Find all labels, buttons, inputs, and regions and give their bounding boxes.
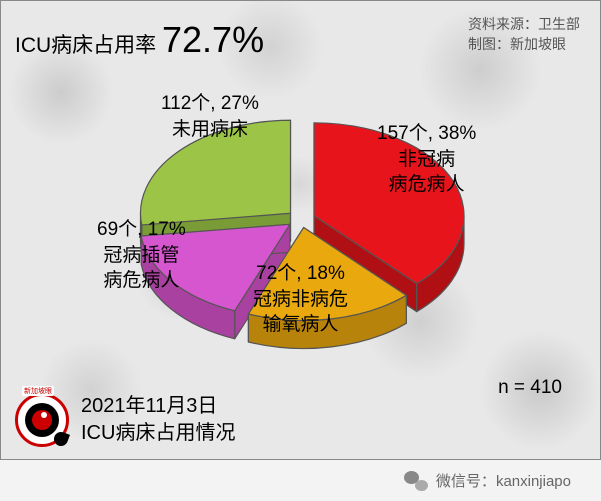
footer-subtitle: ICU病床占用情况 [81, 422, 235, 444]
credit-source: 资料来源： 卫生部 [468, 15, 580, 35]
footer-date: 2021年11月3日 [81, 395, 217, 417]
credit-source-value: 卫生部 [538, 15, 580, 35]
chart-title: ICU病床占用率 72.7% [15, 19, 264, 61]
slice-1-data: 72个, 18% [256, 263, 345, 284]
wechat-handle: kanxinjiapo [496, 473, 571, 490]
title-value: 72.7% [162, 19, 264, 60]
footer-text: 2021年11月3日 ICU病床占用情况 [81, 393, 235, 447]
slice-2-line1: 冠病插管 [103, 245, 179, 266]
slice-0-data: 157个, 38% [377, 123, 476, 144]
slice-label-2: 69个, 17% 冠病插管 病危病人 [97, 217, 186, 294]
credits-block: 资料来源： 卫生部 制图： 新加坡眼 [468, 15, 580, 54]
wechat-prefix: 微信号： [436, 473, 496, 490]
slice-3-line1: 未用病床 [172, 119, 248, 140]
slice-3-data: 112个, 27% [161, 93, 259, 114]
slice-2-line2: 病危病人 [103, 270, 179, 291]
n-total-label: n = 410 [498, 377, 562, 399]
slice-2-data: 69个, 17% [97, 219, 186, 240]
credit-chartby-label: 制图： [468, 35, 510, 55]
logo-caption: 新加坡眼 [22, 386, 54, 396]
slice-label-0: 157个, 38% 非冠病 病危病人 [377, 121, 476, 198]
bottom-bar: 微信号：kanxinjiapo [0, 460, 601, 501]
chart-container: ICU病床占用率 72.7% 资料来源： 卫生部 制图： 新加坡眼 157个, … [0, 0, 601, 460]
title-prefix: ICU病床占用率 [15, 34, 156, 57]
slice-1-line1: 冠病非病危 [253, 289, 348, 310]
footer-block: 新加坡眼 2021年11月3日 ICU病床占用情况 [15, 393, 235, 447]
wechat-icon [404, 471, 428, 491]
slice-1-line2: 输氧病人 [263, 314, 339, 335]
credit-chartby-value: 新加坡眼 [510, 35, 566, 55]
pie-chart: 157个, 38% 非冠病 病危病人 72个, 18% 冠病非病危 输氧病人 6… [91, 69, 511, 389]
credit-chartby: 制图： 新加坡眼 [468, 35, 580, 55]
slice-label-1: 72个, 18% 冠病非病危 输氧病人 [253, 261, 348, 338]
slice-0-line2: 病危病人 [389, 174, 465, 195]
chart-content: ICU病床占用率 72.7% 资料来源： 卫生部 制图： 新加坡眼 157个, … [1, 1, 600, 459]
slice-0-line1: 非冠病 [398, 149, 455, 170]
credit-source-label: 资料来源： [468, 15, 538, 35]
wechat-text: 微信号：kanxinjiapo [436, 470, 571, 491]
logo-xinjiapoeye: 新加坡眼 [15, 393, 69, 447]
slice-label-3: 112个, 27% 未用病床 [161, 91, 259, 142]
